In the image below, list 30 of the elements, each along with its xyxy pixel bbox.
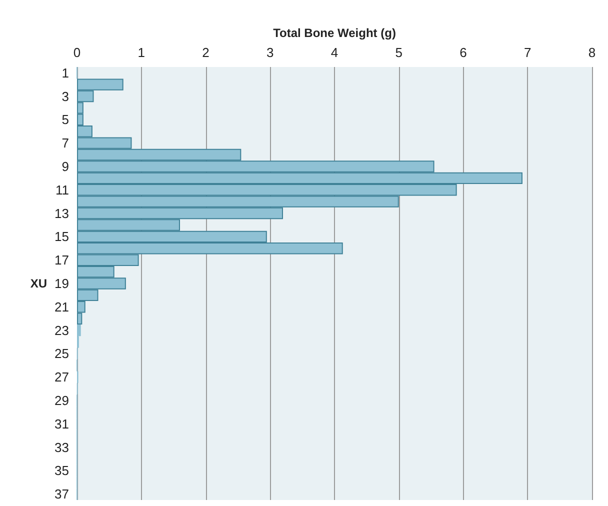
y-tick-label: 3 bbox=[62, 88, 69, 104]
x-tick-label: 4 bbox=[330, 45, 338, 60]
x-tick-label: 2 bbox=[202, 45, 210, 60]
y-tick-label: 13 bbox=[54, 206, 69, 221]
y-tick-label: 19 bbox=[54, 276, 69, 291]
x-tick-label: 5 bbox=[395, 45, 402, 60]
x-tick-label: 6 bbox=[460, 45, 467, 60]
x-tick-label: 0 bbox=[73, 45, 81, 60]
y-tick-label: 29 bbox=[54, 393, 69, 408]
y-tick-label: 5 bbox=[62, 112, 69, 128]
y-tick-label: 31 bbox=[54, 416, 69, 432]
y-tick-label: 15 bbox=[54, 229, 69, 244]
y-tick-label: 33 bbox=[54, 440, 69, 455]
y-axis-title: XU bbox=[30, 276, 47, 290]
y-tick-label: 9 bbox=[62, 158, 69, 174]
y-tick-label: 27 bbox=[54, 370, 69, 385]
y-tick-label: 35 bbox=[54, 463, 69, 478]
y-tick-label: 7 bbox=[62, 136, 69, 151]
x-tick-label: 7 bbox=[524, 45, 532, 60]
x-axis-title: Total Bone Weight (g) bbox=[273, 26, 396, 40]
x-tick-label: 8 bbox=[588, 45, 596, 60]
y-tick-label: 17 bbox=[54, 252, 69, 268]
x-tick-label: 3 bbox=[266, 45, 274, 60]
y-tick-label: 11 bbox=[56, 182, 69, 198]
y-tick-label: 1 bbox=[62, 65, 69, 80]
y-tick-label: 37 bbox=[54, 486, 69, 502]
y-tick-label: 23 bbox=[54, 322, 69, 338]
x-tick-label: 1 bbox=[138, 45, 145, 60]
y-tick-label: 21 bbox=[54, 299, 69, 314]
y-tick-label: 25 bbox=[54, 346, 69, 362]
